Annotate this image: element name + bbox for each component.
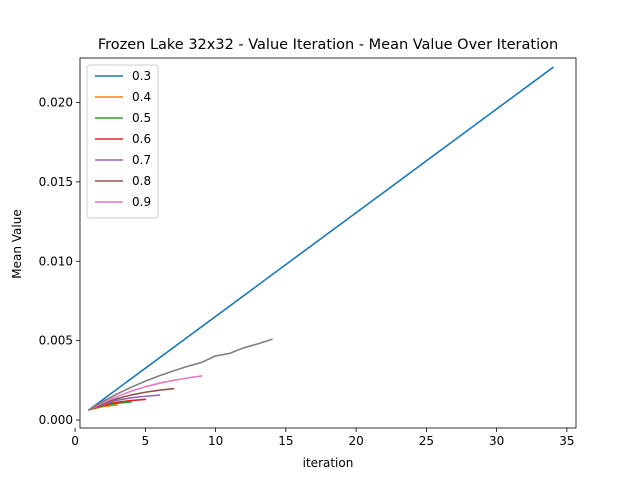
- axes-frame: [79, 57, 577, 429]
- x-tick-label: 30: [489, 434, 504, 448]
- x-axis-label: iteration: [303, 456, 354, 470]
- legend-label: 0.5: [132, 111, 151, 125]
- legend-label: 0.8: [132, 174, 151, 188]
- plot-area: [88, 66, 554, 411]
- legend: 0.3 0.4 0.5 0.6 0.7 0.8 0.9: [86, 64, 159, 219]
- x-tick-label: 20: [348, 434, 363, 448]
- legend-label: 0.9: [132, 195, 151, 209]
- series-line-7: [88, 338, 273, 411]
- y-tick-label: 0.010: [39, 254, 73, 268]
- chart-title: Frozen Lake 32x32 - Value Iteration - Me…: [98, 37, 558, 53]
- axes: 0 5 10 15 20 25 30 35 0.000 0.005 0.010 0.015 0.020: [39, 57, 577, 448]
- x-tick-label: 35: [559, 434, 574, 448]
- x-tick-label: 0: [71, 434, 79, 448]
- series-line-0: [88, 66, 554, 411]
- legend-label: 0.4: [132, 90, 151, 104]
- x-tick-label: 15: [278, 434, 293, 448]
- legend-label: 0.6: [132, 132, 151, 146]
- legend-label: 0.7: [132, 153, 151, 167]
- y-tick-label: 0.000: [39, 413, 73, 427]
- x-tick-label: 10: [208, 434, 223, 448]
- y-tick-label: 0.005: [39, 334, 73, 348]
- y-axis-label: Mean Value: [10, 209, 24, 278]
- y-tick-label: 0.015: [39, 175, 73, 189]
- x-tick-label: 5: [142, 434, 150, 448]
- series-line-6: [88, 375, 203, 411]
- y-tick-label: 0.020: [39, 95, 73, 109]
- legend-label: 0.3: [132, 69, 151, 83]
- legend-box: [86, 64, 159, 219]
- x-tick-label: 25: [419, 434, 434, 448]
